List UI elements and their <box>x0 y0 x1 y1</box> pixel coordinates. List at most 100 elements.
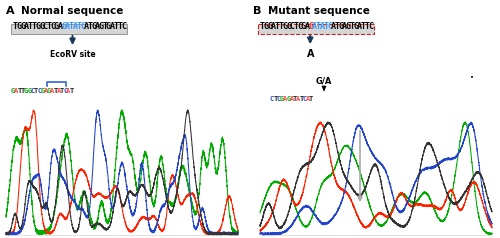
Text: T: T <box>60 88 64 94</box>
Text: EcoRV site: EcoRV site <box>50 50 96 59</box>
Text: A: A <box>56 88 61 94</box>
Text: G/A: G/A <box>316 76 332 85</box>
Bar <box>11 24 126 34</box>
Text: G: G <box>91 22 96 31</box>
Text: G: G <box>346 22 350 31</box>
Text: A: A <box>304 22 310 31</box>
Text: C: C <box>50 22 55 31</box>
Text: T: T <box>278 22 283 31</box>
Text: G: G <box>308 22 314 31</box>
Text: A: A <box>44 88 48 94</box>
Text: G: G <box>282 22 288 31</box>
Text: A: A <box>50 88 54 94</box>
Text: G: G <box>62 22 66 31</box>
Text: C: C <box>63 88 67 94</box>
Text: T: T <box>28 22 33 31</box>
Text: A: A <box>6 6 14 16</box>
Text: A: A <box>110 22 114 31</box>
Text: T: T <box>364 22 369 31</box>
Text: T: T <box>323 22 328 31</box>
Text: T: T <box>293 96 297 102</box>
Text: C: C <box>327 22 332 31</box>
Text: T: T <box>102 22 108 31</box>
Text: G: G <box>264 22 268 31</box>
Text: G: G <box>280 96 284 102</box>
Text: G: G <box>36 22 41 31</box>
Text: G: G <box>338 22 343 31</box>
Text: T: T <box>275 22 280 31</box>
Text: G: G <box>286 22 291 31</box>
Text: A: A <box>342 22 347 31</box>
Text: G: G <box>286 96 290 102</box>
Text: A: A <box>271 22 276 31</box>
Text: A: A <box>306 49 314 59</box>
Text: T: T <box>32 22 36 31</box>
Text: C: C <box>270 96 274 102</box>
Bar <box>258 24 374 34</box>
Text: T: T <box>18 88 22 94</box>
Text: T: T <box>309 96 313 102</box>
Text: A: A <box>66 88 70 94</box>
Text: G: G <box>47 88 51 94</box>
Text: T: T <box>13 22 18 31</box>
Text: C: C <box>30 88 35 94</box>
Text: G: G <box>11 88 15 94</box>
Text: T: T <box>114 22 118 31</box>
Text: T: T <box>53 88 58 94</box>
Text: G: G <box>301 22 306 31</box>
Text: A: A <box>14 88 18 94</box>
Text: T: T <box>70 88 74 94</box>
Text: G: G <box>106 22 111 31</box>
Text: G: G <box>353 22 358 31</box>
Text: A: A <box>283 96 287 102</box>
Text: G: G <box>16 22 21 31</box>
Text: G: G <box>40 88 44 94</box>
Text: A: A <box>58 22 62 31</box>
Text: T: T <box>88 22 92 31</box>
Text: T: T <box>334 22 340 31</box>
Text: C: C <box>290 22 295 31</box>
Text: T: T <box>273 96 278 102</box>
Text: T: T <box>46 22 52 31</box>
Text: C: C <box>37 88 41 94</box>
Text: A: A <box>24 22 29 31</box>
Text: A: A <box>65 22 70 31</box>
Text: C: C <box>121 22 126 31</box>
Text: G: G <box>27 88 32 94</box>
Text: A: A <box>330 22 336 31</box>
Text: •: • <box>470 75 474 81</box>
Text: Mutant sequence: Mutant sequence <box>268 6 370 16</box>
Text: T: T <box>350 22 354 31</box>
Text: C: C <box>302 96 307 102</box>
Text: C: C <box>297 22 302 31</box>
Text: A: A <box>320 22 324 31</box>
Text: A: A <box>296 96 300 102</box>
Text: A: A <box>72 22 78 31</box>
Text: Normal sequence: Normal sequence <box>21 6 124 16</box>
Text: A: A <box>312 22 317 31</box>
Text: T: T <box>117 22 122 31</box>
Text: G: G <box>39 22 44 31</box>
Text: T: T <box>294 22 298 31</box>
Text: G: G <box>98 22 103 31</box>
Text: T: T <box>260 22 265 31</box>
Text: C: C <box>43 22 48 31</box>
Text: A: A <box>356 22 362 31</box>
Text: T: T <box>299 96 304 102</box>
Text: C: C <box>80 22 85 31</box>
Text: C: C <box>276 96 281 102</box>
Text: G: G <box>20 22 25 31</box>
Text: C: C <box>368 22 373 31</box>
Text: B: B <box>253 6 262 16</box>
Text: G: G <box>24 88 28 94</box>
Text: T: T <box>76 22 81 31</box>
Text: T: T <box>316 22 321 31</box>
Text: A: A <box>290 96 294 102</box>
Text: T: T <box>69 22 74 31</box>
Text: A: A <box>84 22 88 31</box>
Text: T: T <box>34 88 38 94</box>
Text: G: G <box>268 22 272 31</box>
Text: T: T <box>21 88 25 94</box>
Text: A: A <box>95 22 100 31</box>
Text: G: G <box>54 22 59 31</box>
